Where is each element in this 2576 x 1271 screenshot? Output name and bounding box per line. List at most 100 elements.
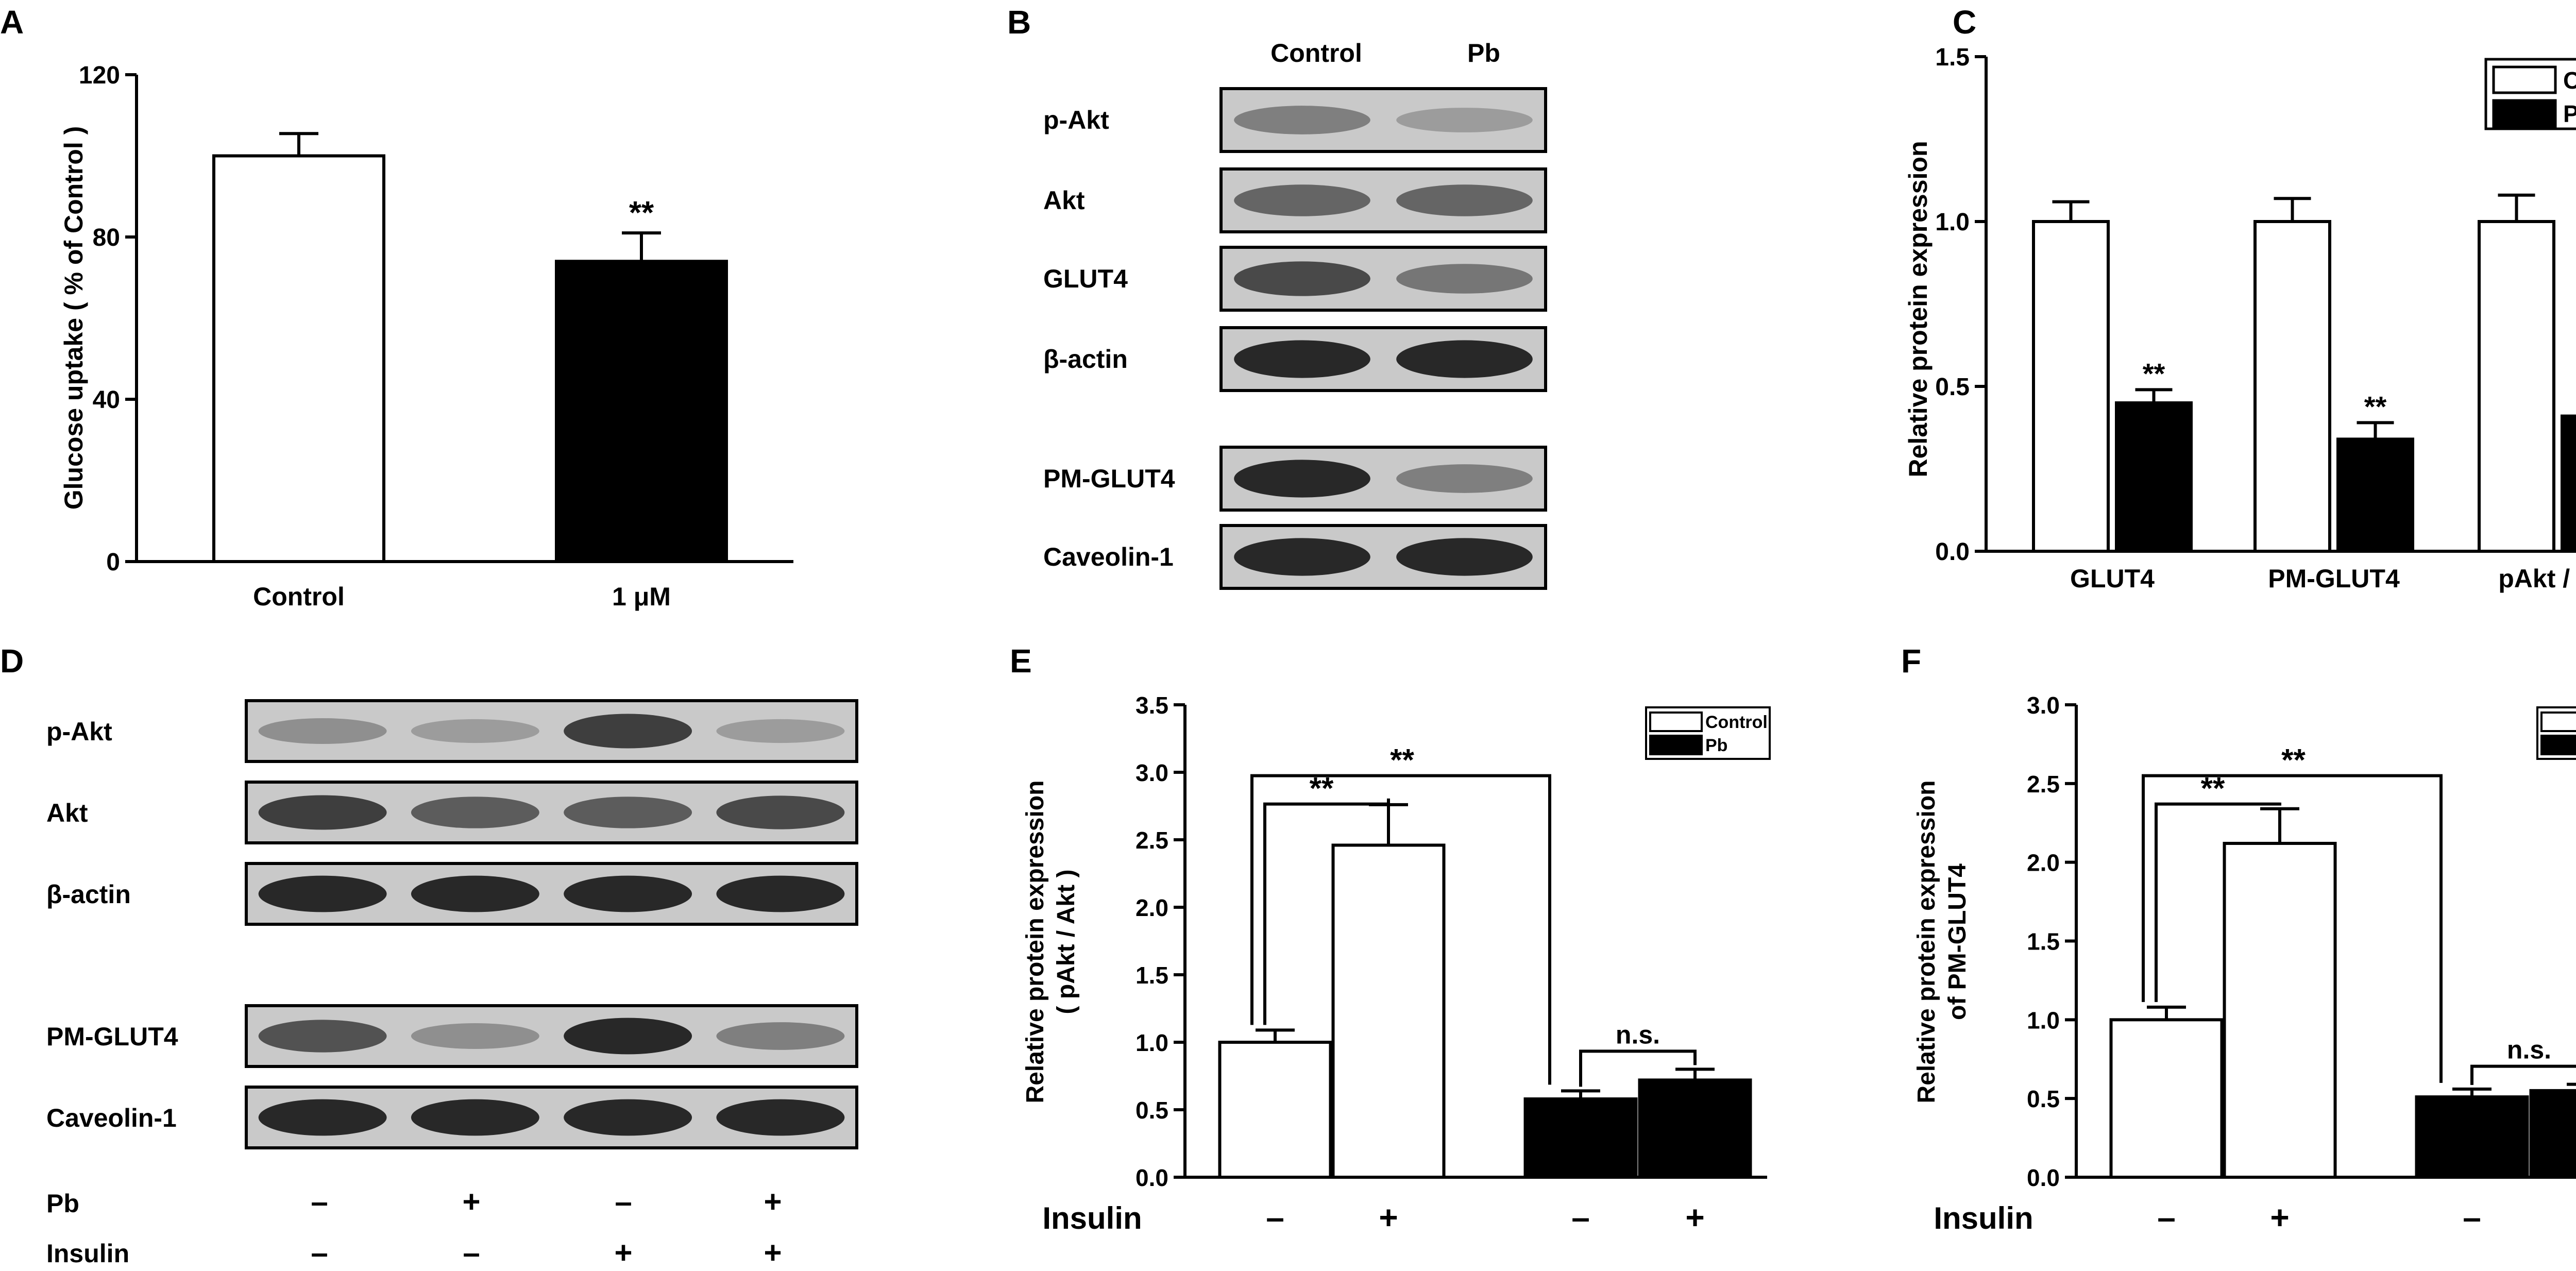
y-tick-label: 1.0 — [1136, 1029, 1168, 1056]
blot-row-3-band-0 — [258, 1020, 387, 1053]
blot-row-3-band-1 — [411, 1023, 539, 1049]
x-axis-label-insulin: Insulin — [1042, 1201, 1142, 1235]
pb-label: Pb — [46, 1189, 79, 1218]
panel-f: F 0.0 0.5 1.0 1.5 2.0 2.5 3.0 Relative protein e… — [1901, 642, 2576, 1236]
panel-e: E 0.0 0.5 1.0 1.5 2.0 2.5 3.0 3.5 Relative protei… — [1010, 642, 1771, 1236]
blot-row-1-band-1 — [1396, 184, 1533, 216]
bar-control-1 — [2253, 220, 2331, 553]
panel-c: C 0.0 0.5 1.0 1.5 Relative protein expression… — [1904, 4, 2576, 593]
y-axis-label: Glucose uptake ( % of Control ) — [59, 126, 88, 510]
panel-a: A 0 40 80 120 Glucose uptake ( % of Control )… — [0, 4, 793, 611]
blot-row-2-band-1 — [1396, 264, 1533, 294]
insulin-sign: – — [2463, 1199, 2481, 1236]
panel-b: B Control Pb p-Akt Akt GLUT4 β-actin PM-GLUT4 Ca… — [1007, 4, 1547, 590]
legend-label-pb: Pb — [1705, 736, 1727, 755]
y-tick-label: 1.5 — [2027, 928, 2060, 955]
y-tick-label: 2.5 — [1136, 827, 1168, 854]
y-tick-label: 2.5 — [2027, 771, 2060, 798]
y-tick-label: 0.5 — [2027, 1086, 2060, 1112]
x-category-label: PM-GLUT4 — [2268, 564, 2400, 593]
ns-bracket — [2470, 1064, 2576, 1085]
bar-2 — [2415, 1095, 2529, 1179]
panel-letter-e: E — [1010, 642, 1032, 680]
blot-row-4-band-1 — [411, 1099, 539, 1136]
y-tick-label: 0.0 — [1136, 1164, 1168, 1191]
band-label: Akt — [1043, 186, 1085, 215]
insulin-sign: – — [1266, 1199, 1284, 1236]
band-label: GLUT4 — [1043, 264, 1128, 293]
blot-row-1-band-0 — [258, 795, 387, 830]
insulin-label: Insulin — [46, 1239, 129, 1268]
blot-row-5-band-0 — [1234, 538, 1370, 576]
y-axis-label-line2: ( pAkt / Akt ) — [1053, 870, 1080, 1014]
band-label: Caveolin-1 — [1043, 543, 1174, 571]
y-axis-label: Relative protein expression — [1022, 781, 1049, 1104]
bar-3 — [1638, 1078, 1752, 1179]
blot-row-1-band-3 — [716, 795, 845, 829]
blot-row-4-band-1 — [1396, 464, 1533, 493]
y-tick-label: 3.5 — [1136, 692, 1168, 719]
band-label: β-actin — [1043, 345, 1128, 374]
blot-row-0-band-1 — [411, 719, 539, 743]
legend-swatch-pb — [1649, 735, 1703, 755]
band-label: PM-GLUT4 — [1043, 464, 1175, 493]
y-tick-label: 1.0 — [1935, 209, 1970, 236]
blot-row-4-band-3 — [716, 1099, 845, 1136]
bar-2 — [1523, 1097, 1638, 1179]
y-tick-label: 3.0 — [1136, 759, 1168, 786]
y-tick-label: 0 — [106, 549, 120, 576]
legend-swatch-control — [1649, 711, 1703, 732]
x-category-label: Control — [253, 582, 345, 611]
blot-row-4-band-0 — [1234, 460, 1370, 498]
ns-label: n.s. — [1616, 1020, 1660, 1049]
bar-control-0 — [2032, 220, 2110, 553]
blot-row-5-band-1 — [1396, 538, 1533, 576]
bar-0 — [212, 154, 385, 563]
significance-bracket-outer — [1250, 774, 1551, 1085]
bar-1 — [1331, 843, 1446, 1179]
panel-letter-b: B — [1007, 4, 1031, 41]
ns-bracket — [1579, 1049, 1697, 1087]
y-tick-label: 120 — [79, 62, 120, 89]
legend-swatch-pb — [2492, 99, 2557, 128]
y-tick-label: 1.0 — [2027, 1007, 2060, 1033]
bar-control-2 — [2478, 220, 2555, 553]
legend-swatch-pb — [2540, 735, 2576, 755]
legend-label-control: Control — [1705, 713, 1768, 732]
significance-mark-outer: ** — [1390, 743, 1414, 777]
bar-pb-1 — [2336, 437, 2414, 553]
insulin-sign: – — [1571, 1199, 1590, 1236]
insulin-sign: – — [311, 1235, 328, 1270]
y-tick-label: 0.5 — [1935, 374, 1970, 401]
blot-row-4-band-0 — [258, 1099, 387, 1136]
significance-bracket-inner — [1263, 798, 1390, 1025]
bar-0 — [1218, 1041, 1332, 1179]
blot-row-1-band-2 — [564, 797, 692, 828]
y-tick-label: 2.0 — [1136, 894, 1168, 921]
band-label: β-actin — [46, 880, 131, 909]
panel-d: Dp-Akt Akt β-actin PM-GLUT4 Caveolin-1 Pb Insu… — [0, 642, 858, 1270]
band-label: PM-GLUT4 — [46, 1022, 178, 1051]
panel-letter-f: F — [1901, 642, 1921, 680]
blot-row-2-band-3 — [716, 875, 845, 912]
blot-row-4-band-2 — [564, 1099, 692, 1136]
blot-row-1-band-0 — [1234, 184, 1370, 216]
pb-sign: – — [615, 1184, 632, 1219]
blot-row-0-band-2 — [564, 714, 692, 749]
panel-letter-d: D — [0, 642, 24, 680]
blot-row-0-band-0 — [1234, 106, 1370, 134]
band-label: p-Akt — [1043, 106, 1109, 134]
blot-row-0-band-3 — [716, 719, 845, 743]
bar-1 — [555, 260, 728, 563]
significance-bracket-outer — [2142, 774, 2443, 1083]
y-axis-label: Relative protein expression — [1913, 781, 1940, 1104]
legend-swatch-control — [2540, 711, 2576, 732]
insulin-sign: + — [764, 1235, 782, 1270]
blot-row-0-band-0 — [258, 718, 387, 744]
significance-bracket-inner — [2155, 802, 2281, 1002]
blot-row-3-band-3 — [716, 1022, 845, 1050]
significance-mark: ** — [629, 195, 654, 231]
x-category-label: pAkt / Akt — [2498, 564, 2576, 593]
y-tick-label: 1.5 — [1136, 962, 1168, 989]
significance-mark: ** — [2364, 390, 2387, 422]
